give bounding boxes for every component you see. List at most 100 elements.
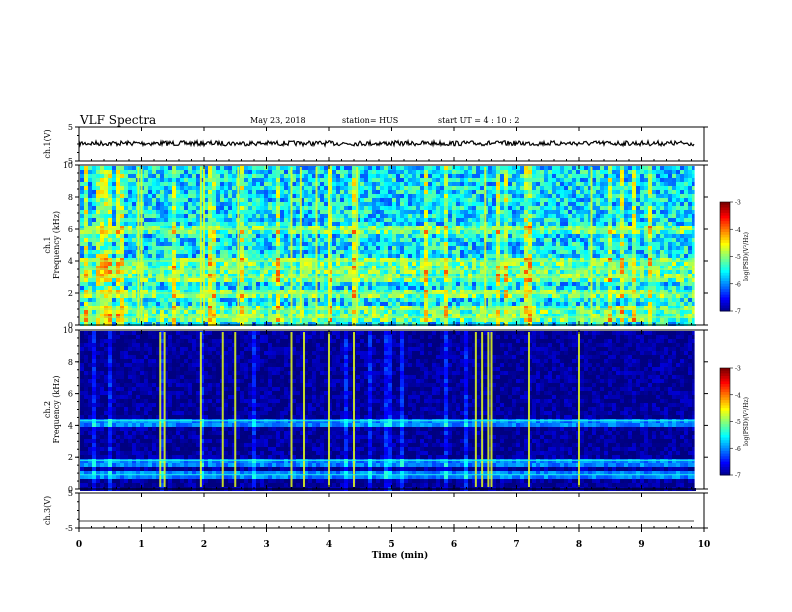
spectrogram-cell — [472, 282, 476, 286]
spectrogram-cell — [452, 194, 456, 198]
spectrogram-cell — [536, 194, 540, 198]
spectrogram-cell — [132, 310, 136, 314]
spectrogram-cell — [332, 282, 336, 286]
spectrogram-cell — [332, 198, 336, 202]
spectrogram-cell — [468, 190, 472, 194]
spectrogram-cell — [560, 238, 564, 242]
spectrogram-cell — [364, 270, 368, 274]
spectrogram-cell — [564, 234, 568, 238]
spectrogram-cell — [528, 182, 532, 186]
spectrogram-cell — [176, 206, 180, 210]
spectrogram-cell — [92, 318, 96, 322]
spectrogram-cell — [184, 322, 188, 326]
spectrogram-cell — [420, 270, 424, 274]
spectrogram-cell — [436, 306, 440, 310]
spectrogram-cell — [352, 194, 356, 198]
spectrogram-cell — [200, 202, 204, 206]
spectrogram-cell — [304, 206, 308, 210]
spectrogram-cell — [228, 266, 232, 270]
spectrogram-cell — [368, 258, 372, 262]
spectrogram-cell — [504, 182, 508, 186]
spectrogram-cell — [452, 254, 456, 258]
spectrogram-cell — [264, 226, 268, 230]
spectrogram-cell — [480, 174, 484, 178]
spectrogram-cell — [120, 270, 124, 274]
spectrogram-cell — [228, 294, 232, 298]
spectrogram-cell — [168, 166, 172, 170]
spectrogram-cell — [488, 218, 492, 222]
spectrogram-cell — [296, 314, 300, 318]
spectrogram-cell — [208, 214, 212, 218]
spectrogram-cell — [184, 250, 188, 254]
spectrogram-cell — [104, 274, 108, 278]
spectrogram-cell — [164, 266, 168, 270]
spectrogram-cell — [400, 186, 404, 190]
spectrogram-cell — [376, 230, 380, 234]
spectrogram-cell — [472, 306, 476, 310]
spectrogram-cell — [84, 254, 88, 258]
spectrogram-cell — [368, 254, 372, 258]
spectrogram-cell — [196, 194, 200, 198]
spectrogram-cell — [460, 318, 464, 322]
spectrogram-cell — [132, 246, 136, 250]
spectrogram-cell — [380, 174, 384, 178]
spectrogram-cell — [308, 266, 312, 270]
spectrogram-cell — [416, 198, 420, 202]
spectrogram-cell — [304, 222, 308, 226]
spectrogram-cell — [496, 274, 500, 278]
spectrogram-cell — [412, 226, 416, 230]
spectrogram-cell — [180, 186, 184, 190]
spectrogram-cell — [212, 222, 216, 226]
spectrogram-cell — [124, 242, 128, 246]
spectrogram-cell — [192, 298, 196, 302]
spectrogram-cell — [352, 206, 356, 210]
spectrogram-cell — [96, 290, 100, 294]
spectrogram-cell — [220, 238, 224, 242]
spectrogram-cell — [432, 234, 436, 238]
spectrogram-cell — [364, 250, 368, 254]
spectrogram-cell — [508, 186, 512, 190]
spectrogram-cell — [164, 178, 168, 182]
spectrogram-cell — [436, 318, 440, 322]
spectrogram-cell — [436, 238, 440, 242]
spectrogram-cell — [436, 178, 440, 182]
spectrogram-cell — [324, 294, 328, 298]
spectrogram-cell — [164, 214, 168, 218]
spectrogram-cell — [92, 278, 96, 282]
spectrogram-cell — [272, 242, 276, 246]
spectrogram-cell — [564, 182, 568, 186]
spectrogram-cell — [216, 302, 220, 306]
spectrogram-cell — [312, 318, 316, 322]
spectrogram-cell — [364, 306, 368, 310]
spectrogram-cell — [440, 270, 444, 274]
spectrogram-cell — [212, 226, 216, 230]
spectrogram-cell — [392, 242, 396, 246]
spectrogram-cell — [252, 246, 256, 250]
spectrogram-cell — [452, 294, 456, 298]
spectrogram-cell — [220, 186, 224, 190]
spectrogram-cell — [388, 262, 392, 266]
spectrogram-cell — [152, 242, 156, 246]
spectrogram-cell — [564, 298, 568, 302]
spectrogram-cell — [524, 174, 528, 178]
spectrogram-cell — [376, 322, 380, 326]
spectrogram-cell — [280, 202, 284, 206]
spectrogram-cell — [184, 294, 188, 298]
spectrogram-cell — [408, 294, 412, 298]
spectrogram-cell — [288, 306, 292, 310]
spectrogram-cell — [244, 198, 248, 202]
spectrogram-cell — [396, 298, 400, 302]
spectrogram-cell — [228, 258, 232, 262]
spectrogram-cell — [428, 182, 432, 186]
spectrogram-cell — [504, 178, 508, 182]
spectrogram-cell — [352, 210, 356, 214]
spectrogram-cell — [552, 286, 556, 290]
spectrogram-cell — [472, 246, 476, 250]
spectrogram-cell — [248, 226, 252, 230]
spectrogram-cell — [368, 270, 372, 274]
spectrogram-cell — [80, 190, 84, 194]
spectrogram-cell — [412, 178, 416, 182]
spectrogram-cell — [80, 258, 84, 262]
spectrogram-cell — [276, 314, 280, 318]
spectrogram-cell — [352, 270, 356, 274]
